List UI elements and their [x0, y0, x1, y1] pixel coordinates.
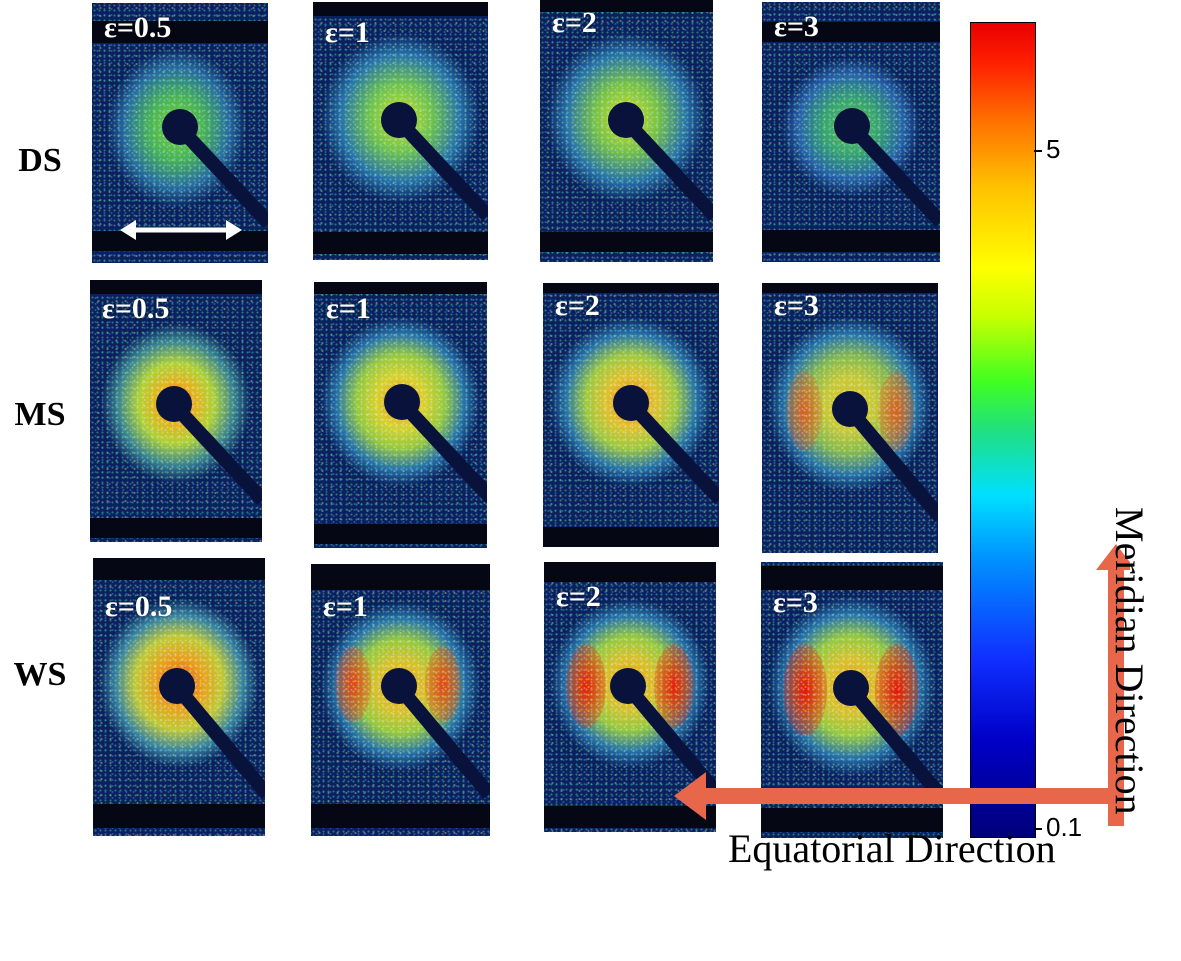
colorbar-max-label: 5	[1046, 134, 1061, 164]
saxs-panel-ds-eps-0-5: ε=0.5	[92, 3, 268, 263]
beamstop	[613, 385, 649, 421]
strain-label: ε=2	[555, 289, 600, 322]
beamstop	[834, 108, 870, 144]
beamstop	[162, 109, 198, 145]
row-label-ds: DS	[18, 142, 62, 179]
strain-label: ε=3	[773, 586, 818, 619]
row-label-ws: WS	[13, 656, 67, 693]
colorbar-tick-max	[1034, 150, 1042, 152]
strain-label: ε=0.5	[104, 11, 172, 44]
beamstop	[384, 384, 420, 420]
colorbar-tick-min	[1034, 828, 1042, 830]
saxs-panel-ds-eps-3: ε=3	[762, 2, 940, 262]
meridian-arrow-icon	[1096, 544, 1130, 826]
strain-label: ε=1	[325, 16, 370, 49]
meridian-direction-label: Meridian Direction	[1107, 507, 1152, 815]
strain-label: ε=0.5	[102, 292, 170, 325]
colorbar	[970, 22, 1036, 838]
row-label-ms: MS	[14, 396, 66, 433]
strain-label: ε=3	[774, 10, 819, 43]
strain-label: ε=1	[326, 292, 371, 325]
saxs-panel-ms-eps-1: ε=1	[314, 282, 487, 548]
strain-label: ε=2	[556, 580, 601, 613]
saxs-panel-ds-eps-2: ε=2	[540, 0, 713, 262]
colorbar-min-label: 0.1	[1046, 812, 1083, 842]
equatorial-arrow-icon	[674, 772, 1124, 820]
saxs-panel-ms-eps-3: ε=3	[762, 283, 938, 553]
strain-label: ε=3	[774, 289, 819, 322]
saxs-panel-ms-eps-0-5: ε=0.5	[90, 280, 262, 542]
strain-label: ε=1	[323, 590, 368, 623]
saxs-panel-ws-eps-0-5: ε=0.5	[93, 558, 265, 836]
beamstop	[833, 670, 869, 706]
beamstop	[156, 386, 192, 422]
saxs-panel-ws-eps-2: ε=2	[544, 562, 716, 832]
strain-label: ε=2	[552, 6, 597, 39]
beamstop	[159, 668, 195, 704]
saxs-panel-ws-eps-1: ε=1	[311, 564, 490, 836]
beamstop	[381, 102, 417, 138]
beamstop	[832, 391, 868, 427]
direction-arrows	[674, 544, 1130, 826]
double-arrow-icon	[120, 220, 242, 240]
equatorial-direction-label: Equatorial Direction	[728, 826, 1056, 871]
beamstop	[610, 668, 646, 704]
saxs-panel-ms-eps-2: ε=2	[543, 283, 719, 547]
strain-label: ε=0.5	[105, 590, 173, 623]
saxs-panel-ds-eps-1: ε=1	[313, 2, 488, 260]
beamstop	[381, 668, 417, 704]
beamstop	[608, 102, 644, 138]
